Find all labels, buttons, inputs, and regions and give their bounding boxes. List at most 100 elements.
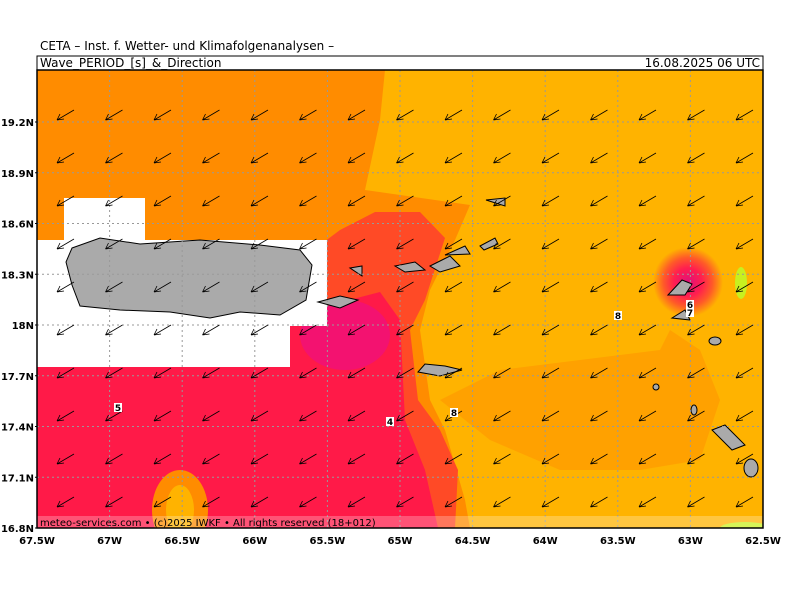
wave-arrow: [299, 109, 317, 121]
wave-arrow: [541, 281, 560, 293]
contour-label: 8: [615, 312, 621, 322]
wave-arrow: [638, 410, 657, 422]
wave-arrow: [56, 410, 75, 422]
wave-arrow: [299, 367, 317, 379]
wave-arrow: [735, 109, 754, 121]
wave-arrow: [56, 324, 75, 336]
wave-arrow: [105, 152, 123, 164]
wave-arrow: [396, 238, 414, 250]
wave-arrow: [153, 152, 172, 164]
wave-arrow: [444, 109, 463, 121]
wave-arrow: [153, 453, 172, 465]
wave-arrow: [202, 109, 220, 121]
wave-arrow: [590, 195, 608, 207]
contour-label: 4: [387, 418, 393, 428]
wave-arrow: [299, 238, 317, 250]
wave-arrow: [541, 238, 560, 250]
wave-arrow: [153, 195, 172, 207]
wave-arrow: [687, 109, 705, 121]
wave-arrow: [687, 453, 705, 465]
wave-arrow: [590, 238, 608, 250]
wave-arrow: [638, 195, 657, 207]
wave-arrow: [202, 281, 220, 293]
wave-arrow: [250, 152, 269, 164]
wave-arrow: [153, 281, 172, 293]
island: [666, 279, 693, 296]
lat-label: 18.3N: [1, 270, 34, 281]
wave-arrow: [202, 152, 220, 164]
wave-arrow: [250, 281, 269, 293]
wave-arrow: [444, 195, 463, 207]
wave-arrow: [493, 152, 511, 164]
wave-arrow: [493, 410, 511, 422]
wave-arrow: [153, 496, 172, 508]
wave-arrow: [347, 109, 366, 121]
st-croix: [417, 363, 463, 377]
wave-arrow: [687, 152, 705, 164]
map-frame: [36, 69, 764, 529]
wave-arrow: [735, 238, 754, 250]
island: [652, 383, 660, 391]
wave-arrow: [299, 496, 317, 508]
wave-arrow: [687, 324, 705, 336]
wave-arrow: [541, 195, 560, 207]
lat-label: 18.6N: [1, 220, 34, 231]
wave-arrow: [735, 281, 754, 293]
title: CETA – Inst. f. Wetter- und Klimafolgena…: [40, 39, 334, 53]
wave-arrow: [638, 496, 657, 508]
wave-arrow: [541, 152, 560, 164]
lon-label: 65W: [388, 536, 413, 547]
wave-arrow: [735, 410, 754, 422]
wave-arrow: [396, 324, 414, 336]
contour-label-bg: [450, 408, 458, 417]
wave-arrow: [347, 324, 366, 336]
wave-arrow: [105, 238, 123, 250]
wave-arrow: [347, 496, 366, 508]
lon-label: 63.5W: [600, 536, 636, 547]
timestamp: 16.08.2025 06 UTC: [645, 56, 760, 70]
wave-arrow: [687, 496, 705, 508]
wave-arrow: [493, 238, 511, 250]
wave-arrow: [105, 496, 123, 508]
wave-arrow: [541, 324, 560, 336]
wave-arrow: [396, 367, 414, 379]
wave-arrow: [105, 453, 123, 465]
puerto-rico: [65, 237, 313, 319]
wave-arrow: [638, 109, 657, 121]
lon-label: 66.5W: [164, 536, 200, 547]
wave-arrow: [299, 453, 317, 465]
wave-arrow: [493, 109, 511, 121]
wave-arrow: [202, 453, 220, 465]
lat-label: 19.2N: [1, 118, 34, 129]
wave-arrow: [638, 238, 657, 250]
wave-arrow: [735, 152, 754, 164]
wave-arrow: [590, 109, 608, 121]
wave-arrow: [444, 453, 463, 465]
wave-arrow: [687, 281, 705, 293]
wave-arrow: [250, 496, 269, 508]
wave-arrow: [299, 195, 317, 207]
wave-arrow: [638, 281, 657, 293]
wave-arrow: [250, 238, 269, 250]
wave-arrow: [56, 367, 75, 379]
wave-arrow: [396, 281, 414, 293]
wave-arrow: [396, 453, 414, 465]
wave-arrow: [590, 410, 608, 422]
wave-arrow: [444, 367, 463, 379]
wave-arrow: [299, 324, 317, 336]
island: [444, 245, 471, 256]
wave-arrow: [250, 367, 269, 379]
island: [743, 458, 759, 478]
wave-arrow: [493, 496, 511, 508]
wave-arrow: [396, 195, 414, 207]
contour-label: 8: [451, 409, 457, 419]
wave-arrow: [153, 367, 172, 379]
footer-bar: [37, 516, 763, 528]
wave-arrow: [687, 195, 705, 207]
lat-label: 17.7N: [1, 372, 34, 383]
wave-arrow: [590, 367, 608, 379]
wave-arrow: [444, 324, 463, 336]
wave-arrow: [347, 281, 366, 293]
island: [393, 261, 427, 273]
wave-arrow: [56, 238, 75, 250]
